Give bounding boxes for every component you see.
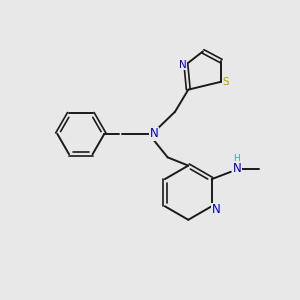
Text: N: N xyxy=(150,127,159,140)
Text: S: S xyxy=(222,77,229,87)
Text: N: N xyxy=(232,162,241,175)
Text: N: N xyxy=(178,60,186,70)
Text: N: N xyxy=(212,203,220,216)
Text: H: H xyxy=(233,154,240,163)
